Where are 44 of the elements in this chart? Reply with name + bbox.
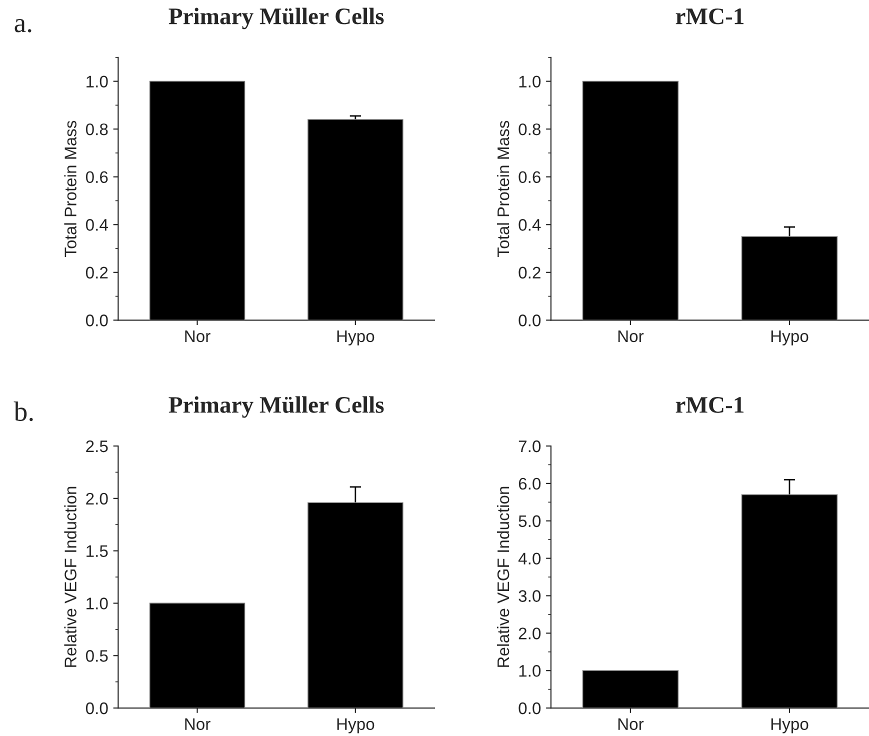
y-tick-label: 1.5 [86, 545, 108, 558]
y-tick-label: 0.0 [86, 702, 108, 714]
x-tick-label: Nor [618, 718, 644, 730]
x-tick-label: Hypo [337, 330, 374, 346]
y-tick-label: 0.0 [86, 314, 108, 326]
x-tick-label: Hypo [337, 718, 374, 734]
y-tick-label: 0.0 [518, 314, 541, 326]
chart-title: rMC-1 [676, 8, 744, 24]
y-tick-label: 0.8 [518, 123, 540, 136]
chart-title: rMC-1 [676, 397, 744, 413]
y-axis-title: Total Protein Mass [64, 120, 76, 257]
text: a. [14, 18, 32, 32]
y-tick-label: 0.2 [86, 266, 108, 279]
y-axis-title: Relative VEGF Induction [64, 486, 76, 667]
chart-title: Primary Müller Cells [168, 396, 384, 418]
y-tick-label: 0.2 [518, 266, 540, 279]
y-tick-label: 7.0 [518, 440, 541, 452]
y-tick-label: 6.0 [518, 478, 541, 490]
y-tick-label: 0.8 [86, 123, 108, 136]
y-tick-label: 1.0 [86, 598, 108, 610]
y-tick-label: 5.0 [518, 515, 541, 528]
chart-title: Primary Müller Cells [168, 8, 384, 30]
y-tick-label: 2.5 [86, 440, 108, 452]
y-tick-label: 0.5 [86, 650, 108, 662]
x-tick-label: Nor [618, 330, 644, 342]
y-tick-label: 0.4 [518, 219, 541, 231]
y-tick-label: 3.0 [518, 590, 541, 602]
y-tick-label: 0.4 [86, 219, 108, 231]
y-tick-label: 2.0 [518, 628, 541, 640]
text: b. [14, 401, 33, 422]
y-tick-label: 0.6 [518, 171, 540, 184]
y-tick-label: 1.0 [519, 76, 541, 88]
y-tick-label: 0.6 [86, 171, 108, 184]
y-axis-title: Relative VEGF Induction [496, 486, 510, 667]
y-tick-label: 4.0 [518, 552, 541, 565]
y-tick-label: 0.0 [518, 702, 541, 714]
y-tick-label: 1.0 [519, 665, 541, 677]
y-tick-label: 1.0 [86, 76, 108, 88]
x-tick-label: Nor [185, 330, 210, 342]
x-tick-label: Nor [185, 718, 210, 730]
y-axis-title: Total Protein Mass [496, 120, 510, 257]
x-tick-label: Hypo [771, 330, 808, 346]
y-tick-label: 2.0 [86, 492, 108, 505]
x-tick-label: Hypo [771, 718, 808, 734]
